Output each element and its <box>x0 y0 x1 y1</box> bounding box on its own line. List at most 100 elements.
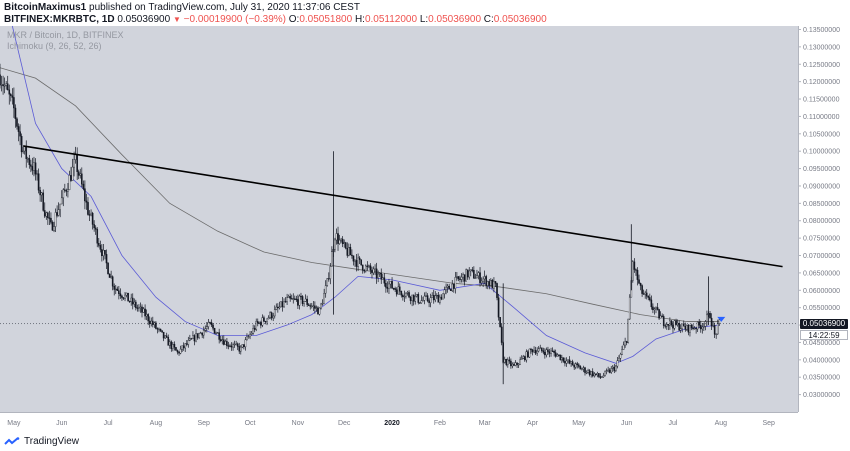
candle-body <box>144 308 146 317</box>
candle-body <box>317 307 319 315</box>
candle-body <box>408 292 410 298</box>
candle-body <box>195 333 197 342</box>
candle-body <box>638 279 640 284</box>
price-change: −0.00019900 (−0.39%) <box>183 14 286 25</box>
footer-brand[interactable]: TradingView <box>4 436 79 447</box>
candle-body <box>102 250 105 257</box>
candle-body <box>88 214 91 216</box>
candle-body <box>523 356 526 361</box>
candle-body <box>223 339 225 345</box>
candle-body <box>320 303 322 309</box>
candle-body <box>601 376 603 378</box>
candle-body <box>422 300 424 302</box>
candle-body <box>544 352 546 356</box>
candle-body <box>446 285 449 288</box>
candle-body <box>130 297 132 302</box>
candle-body <box>426 295 429 301</box>
candle-body <box>349 247 352 256</box>
candle-body <box>196 333 199 338</box>
y-tick-label: 0.06500000 <box>803 270 840 277</box>
candle-body <box>161 330 163 333</box>
candle-body <box>57 209 60 216</box>
candle-body <box>641 285 643 294</box>
candle-body <box>175 347 177 351</box>
candle-body <box>625 341 628 343</box>
candle-body <box>170 341 173 349</box>
candle-body <box>712 325 714 327</box>
candle-body <box>303 301 305 304</box>
y-tick-label: 0.11500000 <box>803 97 840 104</box>
candle-body <box>192 335 194 339</box>
candle-body <box>135 301 137 308</box>
candle-body <box>645 292 648 297</box>
candle-body <box>679 328 682 331</box>
candle-body <box>236 343 239 347</box>
candle-body <box>91 212 94 225</box>
candle-body <box>16 118 18 127</box>
candle-body <box>343 242 346 245</box>
candle-body <box>300 295 302 298</box>
candle-body <box>10 94 12 96</box>
candle-body <box>530 348 532 351</box>
candle-body <box>559 354 562 361</box>
candle-body <box>204 328 207 331</box>
x-tick-label: Mar <box>479 420 492 427</box>
candle-body <box>667 324 670 326</box>
candle-body <box>652 306 654 311</box>
candle-body <box>121 295 123 298</box>
candle-body <box>323 293 325 304</box>
candle-body <box>201 332 204 336</box>
candle-body <box>206 326 208 329</box>
symbol-info: BITFINEX:MKRBTC, 1D 0.05036900 ▼ −0.0001… <box>4 14 547 26</box>
candle-body <box>297 299 299 306</box>
candle-body <box>439 296 441 303</box>
candle-body <box>11 95 14 98</box>
candle-body <box>540 347 543 351</box>
candle-body <box>602 375 605 378</box>
indicator-legend[interactable]: Ichimoku (9, 26, 52, 26) <box>7 41 102 51</box>
candle-body <box>148 320 151 324</box>
candle-body <box>152 320 154 325</box>
candle-body <box>565 360 568 364</box>
candle-body <box>365 265 367 272</box>
candle-body <box>662 316 665 326</box>
candle-body <box>118 290 120 294</box>
candle-body <box>207 322 210 327</box>
candle-body <box>87 202 89 215</box>
candle-body <box>434 295 437 301</box>
author-name[interactable]: BitcoinMaximus1 <box>4 2 87 13</box>
series-legend[interactable]: MKR / Bitcoin, 1D, BITFINEX <box>7 30 124 40</box>
y-tick-label: 0.09500000 <box>803 166 840 173</box>
candle-body <box>556 354 559 357</box>
kijun-line <box>0 67 720 322</box>
candle-body <box>547 349 549 352</box>
candle-body <box>536 350 538 354</box>
x-tick-label: Dec <box>338 420 351 427</box>
y-tick-label: 0.10000000 <box>803 149 840 156</box>
plot-area[interactable] <box>0 26 798 412</box>
candle-body <box>108 273 111 278</box>
candle-body <box>490 280 492 286</box>
candle-body <box>48 217 51 219</box>
time-axis[interactable] <box>0 412 798 432</box>
candle-body <box>587 370 589 373</box>
y-tick-label: 0.07500000 <box>803 236 840 243</box>
price-axis[interactable] <box>798 26 850 412</box>
candle-body <box>39 190 41 196</box>
candle-body <box>599 376 602 378</box>
candle-body <box>230 345 233 348</box>
candle-body <box>412 294 415 302</box>
candle-body <box>256 321 259 324</box>
candle-body <box>510 360 512 367</box>
candle-body <box>553 350 555 353</box>
y-tick-label: 0.08000000 <box>803 218 840 225</box>
candle-body <box>514 362 517 366</box>
candle-body <box>357 257 359 267</box>
candle-body <box>516 362 518 365</box>
candle-body <box>363 270 366 272</box>
candle-body <box>239 346 242 352</box>
candle-body <box>96 229 99 244</box>
candle-body <box>28 158 31 165</box>
candle-body <box>119 293 122 297</box>
